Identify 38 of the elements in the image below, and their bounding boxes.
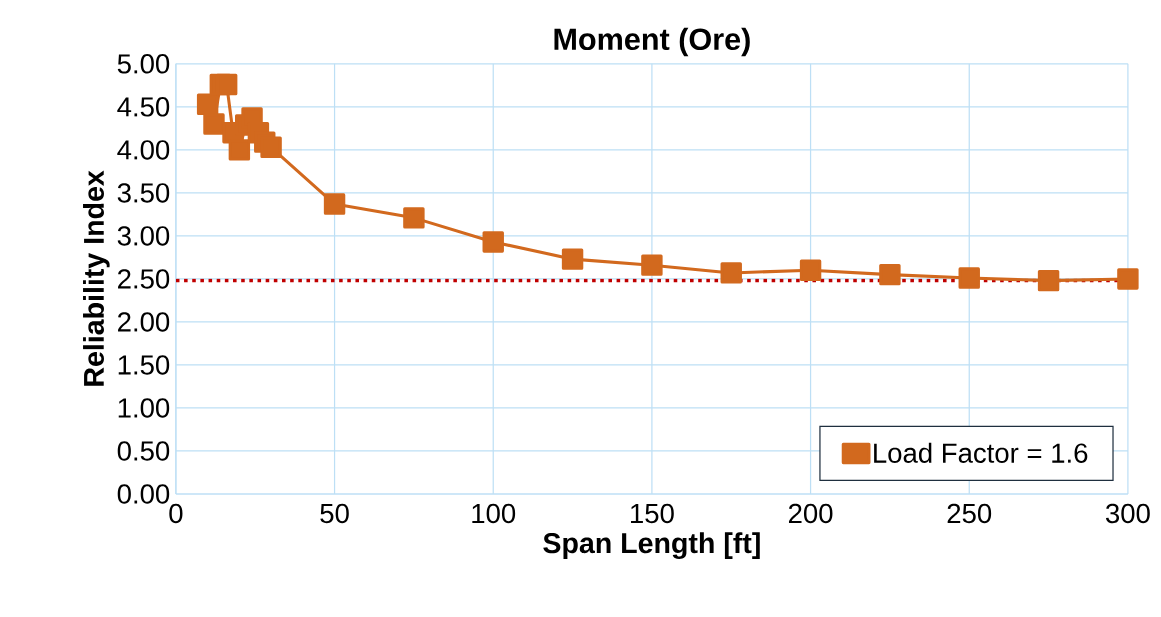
- point: [958, 267, 980, 289]
- y-tick-label: 4.00: [117, 140, 170, 160]
- x-tick-label: 200: [788, 503, 833, 524]
- point: [1117, 268, 1139, 290]
- y-axis-title: Reliability Index: [83, 170, 110, 386]
- x-tick-label: 100: [472, 503, 516, 524]
- point: [1037, 269, 1060, 292]
- point: [641, 254, 663, 276]
- y-tick-label: 3.50: [117, 183, 170, 203]
- y-tick-label: 2.00: [118, 312, 170, 332]
- point: [196, 93, 219, 115]
- point: [482, 231, 504, 253]
- y-tick-label: 0.50: [117, 441, 170, 461]
- point: [879, 263, 901, 286]
- point: [323, 193, 346, 215]
- x-tick-label: 300: [1105, 503, 1150, 524]
- x-tick-label: 0: [169, 503, 183, 524]
- point: [561, 248, 584, 270]
- point: [203, 113, 225, 135]
- x-tick-label: 50: [320, 503, 349, 524]
- y-tick-label: 2.50: [118, 269, 170, 289]
- point: [720, 262, 742, 284]
- y-tick-label: 5.00: [117, 54, 170, 74]
- point: [403, 207, 425, 229]
- point: [228, 139, 251, 161]
- y-tick-label: 1.50: [118, 355, 170, 375]
- point: [260, 136, 282, 158]
- y-tick-label: 3.00: [117, 226, 170, 246]
- x-tick-label: 250: [947, 503, 992, 524]
- point: [215, 73, 238, 96]
- x-tick-label: 150: [631, 503, 674, 524]
- x-axis-title: Span Length [ft]: [543, 532, 760, 559]
- chart-title: Moment (Ore): [554, 27, 750, 57]
- legend-label: Load Factor = 1.6: [874, 442, 1088, 463]
- y-tick-label: 1.00: [118, 398, 170, 418]
- point: [799, 259, 822, 281]
- y-tick-label: 0.00: [117, 484, 170, 504]
- y-tick-label: 4.50: [117, 97, 170, 117]
